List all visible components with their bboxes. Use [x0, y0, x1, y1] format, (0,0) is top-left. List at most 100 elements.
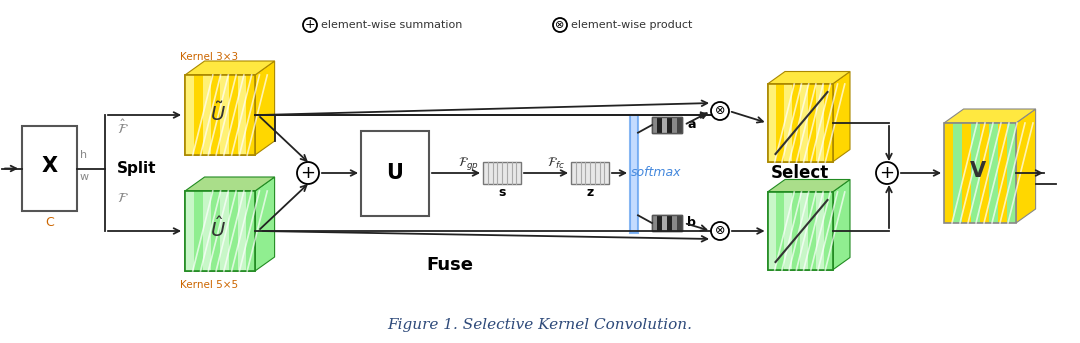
Bar: [962, 123, 971, 223]
Bar: [667, 117, 672, 133]
Bar: [768, 84, 833, 162]
Bar: [657, 117, 662, 133]
Bar: [784, 84, 792, 162]
Bar: [824, 84, 833, 162]
Text: $\mathbf{s}$: $\mathbf{s}$: [498, 187, 507, 200]
Text: ⊗: ⊗: [715, 105, 726, 118]
Bar: [792, 84, 800, 162]
Text: $\mathbf{z}$: $\mathbf{z}$: [585, 187, 594, 200]
Text: $\mathbf{V}$: $\mathbf{V}$: [969, 161, 987, 181]
Text: $\tilde{U}$: $\tilde{U}$: [210, 102, 226, 125]
Bar: [220, 75, 229, 155]
Text: ⊗: ⊗: [715, 225, 726, 237]
Text: +: +: [300, 164, 315, 182]
Text: element-wise product: element-wise product: [571, 20, 692, 30]
Bar: [229, 191, 238, 271]
Text: ⊗: ⊗: [555, 20, 565, 30]
Text: Kernel 3×3: Kernel 3×3: [180, 52, 238, 62]
Polygon shape: [833, 179, 850, 270]
Text: Select: Select: [771, 164, 829, 182]
Text: $\mathbf{X}$: $\mathbf{X}$: [41, 156, 58, 177]
Bar: [657, 215, 662, 231]
Bar: [571, 162, 609, 184]
Bar: [768, 192, 833, 270]
Bar: [800, 84, 808, 162]
Bar: [971, 123, 980, 223]
Bar: [193, 75, 203, 155]
Circle shape: [711, 222, 729, 240]
Text: +: +: [305, 19, 315, 32]
Bar: [185, 75, 255, 155]
Text: b: b: [687, 216, 696, 229]
Bar: [816, 192, 824, 270]
Bar: [677, 215, 681, 231]
Text: Split: Split: [118, 161, 157, 176]
Circle shape: [297, 162, 319, 184]
Text: Figure 1. Selective Kernel Convolution.: Figure 1. Selective Kernel Convolution.: [388, 318, 692, 332]
Polygon shape: [768, 179, 850, 192]
Bar: [944, 123, 1016, 223]
Text: $\mathcal{F}_{gp}$: $\mathcal{F}_{gp}$: [458, 154, 478, 172]
Text: $\mathcal{F}_{fc}$: $\mathcal{F}_{fc}$: [546, 155, 565, 170]
Bar: [775, 84, 784, 162]
Text: +: +: [879, 164, 894, 182]
Bar: [652, 215, 681, 231]
Text: $\hat{\mathcal{F}}$: $\hat{\mathcal{F}}$: [117, 119, 129, 137]
Bar: [662, 117, 667, 133]
Bar: [652, 117, 657, 133]
Bar: [212, 191, 220, 271]
Bar: [361, 130, 429, 215]
Bar: [792, 192, 800, 270]
Bar: [185, 75, 193, 155]
Polygon shape: [255, 61, 274, 155]
Bar: [220, 191, 229, 271]
Bar: [768, 192, 833, 270]
Text: Kernel 5×5: Kernel 5×5: [180, 280, 238, 290]
Bar: [22, 126, 77, 211]
Bar: [652, 215, 681, 231]
Bar: [212, 75, 220, 155]
Bar: [652, 215, 657, 231]
Bar: [784, 192, 792, 270]
Bar: [652, 117, 681, 133]
Text: w: w: [80, 172, 90, 181]
Bar: [672, 215, 677, 231]
Circle shape: [553, 18, 567, 32]
Bar: [944, 123, 953, 223]
Bar: [238, 191, 246, 271]
Circle shape: [711, 102, 729, 120]
Bar: [1007, 123, 1016, 223]
Circle shape: [876, 162, 897, 184]
Bar: [203, 75, 212, 155]
Text: $\hat{U}$: $\hat{U}$: [210, 216, 226, 241]
Text: a: a: [687, 118, 696, 131]
Bar: [662, 215, 667, 231]
Bar: [193, 191, 203, 271]
Bar: [824, 192, 833, 270]
Bar: [980, 123, 989, 223]
Bar: [998, 123, 1007, 223]
Bar: [203, 191, 212, 271]
Bar: [630, 115, 638, 233]
Bar: [768, 84, 775, 162]
Polygon shape: [768, 71, 850, 84]
Polygon shape: [185, 61, 274, 75]
Text: C: C: [45, 216, 54, 229]
Bar: [185, 191, 193, 271]
Text: softmax: softmax: [631, 166, 681, 179]
Bar: [989, 123, 998, 223]
Bar: [775, 192, 784, 270]
Bar: [246, 191, 255, 271]
Bar: [672, 117, 677, 133]
Polygon shape: [185, 177, 274, 191]
Bar: [953, 123, 962, 223]
Bar: [238, 75, 246, 155]
Bar: [483, 162, 521, 184]
Bar: [677, 117, 681, 133]
Bar: [808, 192, 816, 270]
Bar: [808, 84, 816, 162]
Bar: [800, 192, 808, 270]
Circle shape: [303, 18, 318, 32]
Polygon shape: [1016, 109, 1036, 223]
Text: $\mathcal{F}$: $\mathcal{F}$: [117, 191, 129, 205]
